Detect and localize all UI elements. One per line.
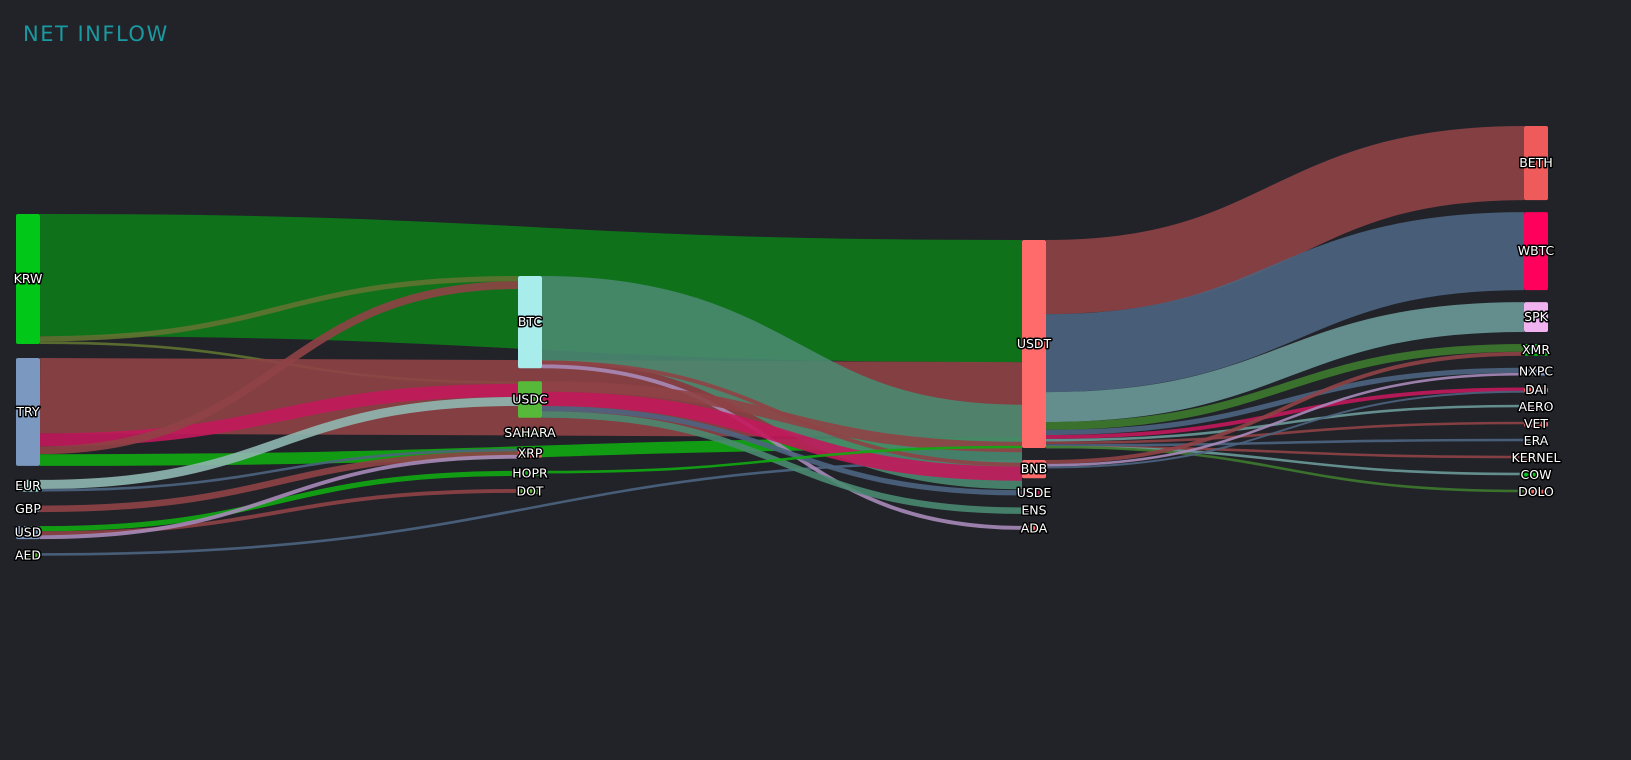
link-hopr-usdt[interactable]: [541, 445, 1023, 474]
node-gbp[interactable]: [16, 505, 40, 513]
node-kernel[interactable]: [1524, 455, 1548, 461]
node-eur[interactable]: [16, 479, 40, 492]
node-xmr[interactable]: [1524, 344, 1548, 356]
node-label-usdt: USDT: [1017, 336, 1052, 351]
node-xrp[interactable]: [518, 448, 542, 458]
node-wbtc[interactable]: [1524, 212, 1548, 291]
link-usdt-nxpc[interactable]: [1045, 367, 1525, 435]
link-krw-btc[interactable]: [39, 276, 519, 342]
node-aed[interactable]: [16, 553, 40, 559]
node-label-usd: USD: [15, 525, 42, 540]
node-label-vet: VET: [1524, 416, 1548, 431]
link-usdt-beth[interactable]: [1045, 126, 1525, 315]
node-ada[interactable]: [1022, 525, 1046, 532]
node-label-xmr: XMR: [1522, 342, 1550, 357]
node-dot[interactable]: [518, 489, 542, 494]
node-sahara[interactable]: [518, 430, 542, 436]
node-label-usdc: USDC: [512, 392, 548, 407]
node-label-era: ERA: [1524, 433, 1549, 448]
node-label-sahara: SAHARA: [504, 425, 556, 440]
node-spk[interactable]: [1524, 302, 1548, 332]
node-label-krw: KRW: [14, 271, 43, 286]
link-usdt-vet[interactable]: [1045, 421, 1525, 445]
link-eur-xrp[interactable]: [39, 448, 519, 492]
link-usdc-ens[interactable]: [541, 411, 1023, 514]
node-label-dai: DAI: [1525, 382, 1547, 397]
link-btc-ada[interactable]: [541, 364, 1023, 530]
node-dolo[interactable]: [1524, 489, 1548, 495]
link-usd-hopr[interactable]: [39, 470, 519, 532]
link-gbp-xrp[interactable]: [39, 451, 519, 513]
link-try-usdc[interactable]: [39, 383, 519, 447]
node-label-cow: COW: [1521, 467, 1552, 482]
link-usdt-aero[interactable]: [1045, 404, 1525, 442]
node-label-xrp: XRP: [518, 445, 543, 460]
node-label-dot: DOT: [516, 484, 543, 499]
link-usdt-dolo[interactable]: [1045, 445, 1525, 493]
node-label-bnb: BNB: [1021, 461, 1048, 476]
node-label-nxpc: NXPC: [1519, 364, 1553, 379]
node-label-aed: AED: [15, 548, 41, 563]
node-label-eur: EUR: [15, 478, 41, 493]
node-label-hopr: HOPR: [512, 465, 548, 480]
node-label-wbtc: WBTC: [1518, 243, 1555, 258]
node-usdc[interactable]: [518, 381, 542, 418]
node-nxpc[interactable]: [1524, 367, 1548, 376]
node-try[interactable]: [16, 358, 40, 466]
link-usdc-usdt[interactable]: [541, 381, 1023, 453]
node-hopr[interactable]: [518, 470, 542, 476]
link-try-btc[interactable]: [39, 281, 519, 455]
node-label-ens: ENS: [1021, 503, 1046, 518]
node-label-gbp: GBP: [15, 501, 41, 516]
node-ens[interactable]: [1022, 507, 1046, 514]
link-usdc-bnb[interactable]: [541, 391, 1023, 481]
node-label-try: TRY: [15, 404, 40, 419]
node-beth[interactable]: [1524, 126, 1548, 201]
links-layer: [39, 126, 1525, 556]
link-bnb-nxpc[interactable]: [1045, 372, 1525, 467]
node-btc[interactable]: [518, 276, 542, 369]
node-usd[interactable]: [16, 526, 40, 540]
link-eur-usdc[interactable]: [39, 396, 519, 489]
node-label-beth: BETH: [1519, 155, 1553, 170]
link-usdc-usde[interactable]: [541, 406, 1023, 496]
node-usde[interactable]: [1022, 490, 1046, 496]
link-usdt-xmr[interactable]: [1045, 344, 1525, 430]
node-era[interactable]: [1524, 438, 1548, 444]
link-usdt-spk[interactable]: [1045, 302, 1525, 422]
node-label-usde: USDE: [1017, 485, 1052, 500]
node-label-ada: ADA: [1021, 521, 1048, 536]
node-dai[interactable]: [1524, 387, 1548, 393]
node-krw[interactable]: [16, 214, 40, 344]
node-bnb[interactable]: [1022, 460, 1046, 479]
chart-title: NET INFLOW: [23, 22, 169, 46]
node-cow[interactable]: [1524, 472, 1548, 478]
nodes-layer: [16, 126, 1548, 559]
labels-layer: KRW TRY EUR GBP USD AED BTC USDC SAHARA XRP HOPR DO…: [12, 154, 1562, 565]
node-vet[interactable]: [1524, 421, 1548, 427]
node-label-dolo: DOLO: [1518, 484, 1554, 499]
link-usdt-dai[interactable]: [1045, 387, 1525, 439]
node-label-aero: AERO: [1519, 399, 1554, 414]
link-bnb-dai[interactable]: [1045, 390, 1525, 469]
node-label-kernel: KERNEL: [1512, 450, 1561, 465]
node-label-btc: BTC: [518, 314, 542, 329]
node-label-spk: SPK: [1524, 309, 1548, 324]
node-aero[interactable]: [1524, 404, 1548, 410]
node-usdt[interactable]: [1022, 240, 1046, 448]
link-bnb-xmr[interactable]: [1045, 351, 1525, 464]
link-usdt-wbtc[interactable]: [1045, 212, 1525, 393]
link-usd-xrp[interactable]: [39, 454, 519, 540]
link-usdt-era[interactable]: [1045, 438, 1525, 447]
